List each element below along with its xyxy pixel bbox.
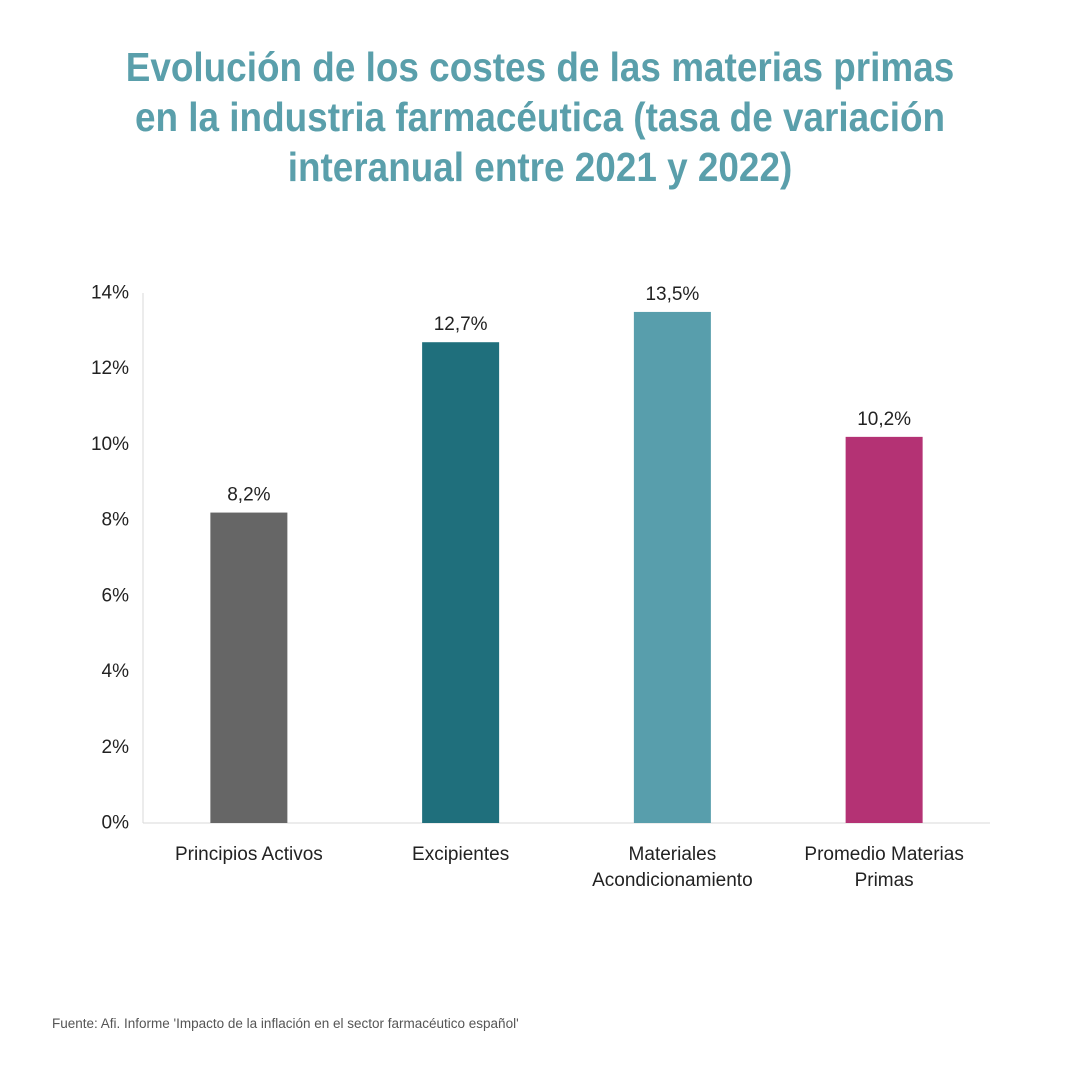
y-tick-label: 10% <box>91 434 129 455</box>
x-category-label: Materiales <box>629 844 717 865</box>
y-tick-label: 12% <box>91 358 129 379</box>
y-tick-label: 0% <box>102 813 130 834</box>
x-category-label: Primas <box>855 870 914 891</box>
bar <box>845 436 923 823</box>
bar-value-label: 12,7% <box>434 314 488 335</box>
chart-title-line-3: interanual entre 2021 y 2022) <box>287 144 793 190</box>
bar <box>422 342 500 823</box>
chart-title: Evolución de los costes de las materias … <box>90 42 990 192</box>
y-tick-label: 6% <box>102 585 130 606</box>
x-category-label: Acondicionamiento <box>592 870 753 891</box>
bar-value-label: 13,5% <box>645 284 699 305</box>
x-category-label: Excipientes <box>412 844 509 865</box>
x-category-label: Principios Activos <box>175 844 323 865</box>
chart-title-line-1: Evolución de los costes de las materias … <box>125 44 955 90</box>
x-category-label: Promedio Materias <box>804 844 963 865</box>
y-tick-label: 2% <box>102 737 130 758</box>
bar-value-label: 8,2% <box>227 485 270 506</box>
bar <box>633 311 711 823</box>
y-tick-label: 4% <box>102 661 130 682</box>
bar-value-label: 10,2% <box>857 409 911 430</box>
bar <box>210 512 288 823</box>
source-note: Fuente: Afi. Informe 'Impacto de la infl… <box>52 1016 519 1031</box>
y-tick-label: 14% <box>91 283 129 304</box>
chart-title-line-2: en la industria farmacéutica (tasa de va… <box>134 94 946 140</box>
y-tick-label: 8% <box>102 510 130 531</box>
